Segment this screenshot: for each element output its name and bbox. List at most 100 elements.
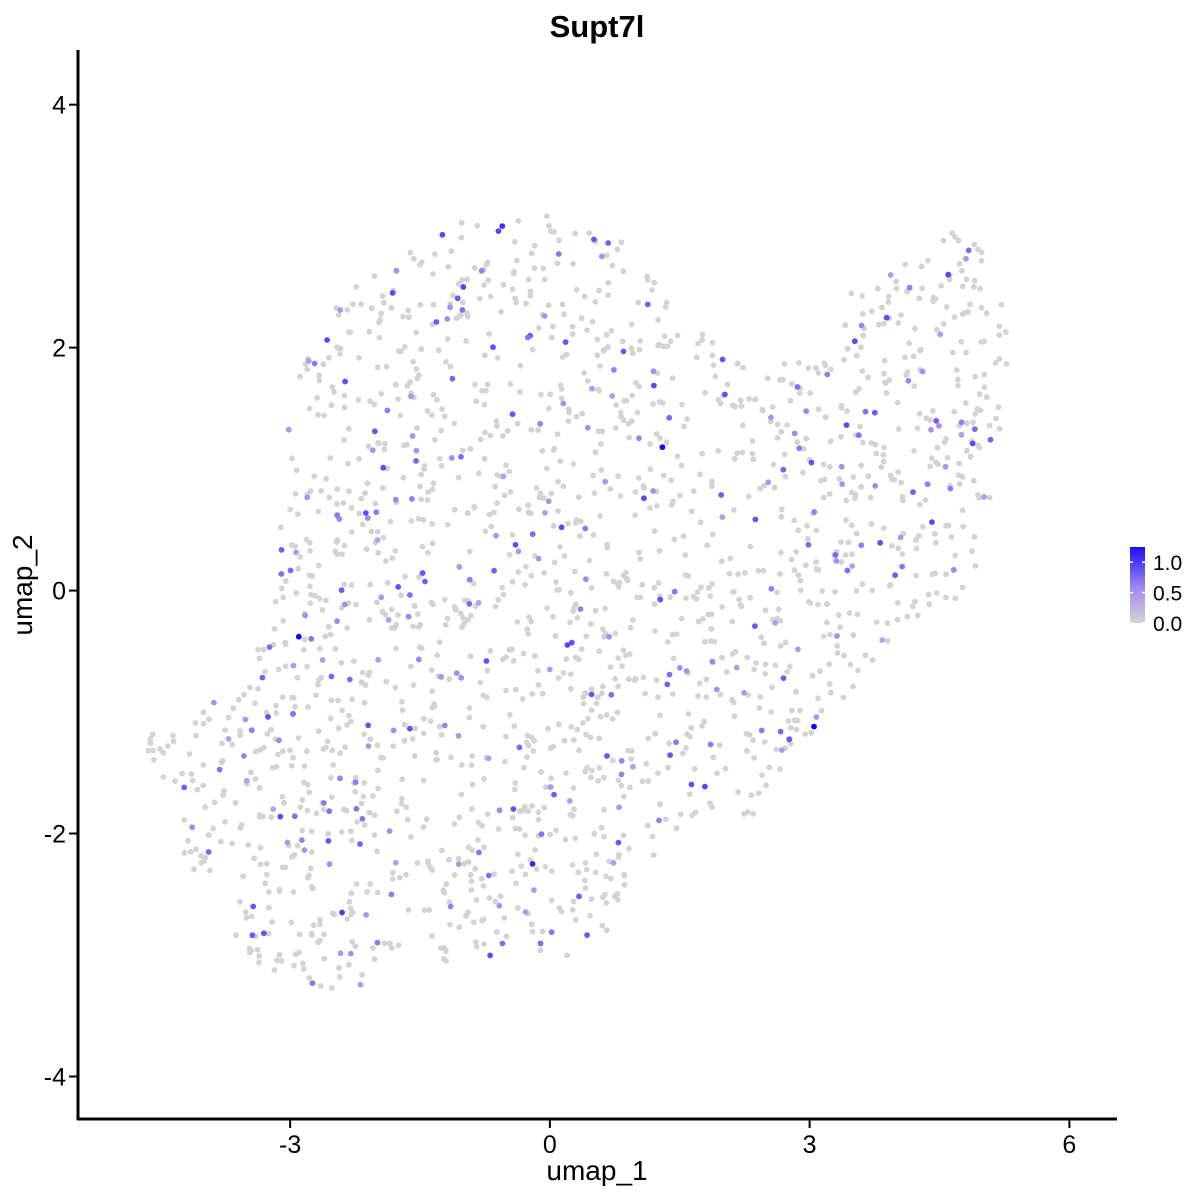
cell-point [468,612,474,619]
cell-point [395,584,402,590]
cell-point [410,623,416,630]
cell-point [294,674,301,681]
cell-point [451,420,458,427]
cell-point [484,694,490,701]
cell-point [506,468,513,475]
cell-point [514,905,521,911]
cell-point [668,477,674,484]
cell-point [358,301,365,308]
cell-point [320,746,327,752]
cell-point [688,781,695,788]
cell-point [407,249,414,256]
cell-point [364,480,371,487]
cell-point [299,837,305,844]
cell-point [555,478,561,485]
cell-point [289,455,295,462]
cell-point [398,592,404,599]
cell-point [628,756,634,762]
cell-point [419,543,426,550]
cell-point [464,313,471,320]
cell-point [554,431,561,438]
cell-point [906,284,913,291]
cell-point [469,781,476,788]
cell-point [269,919,275,925]
cell-point [459,277,465,283]
cell-point [372,500,379,507]
cell-point [596,287,602,294]
cell-point [715,447,722,454]
cell-point [145,747,152,754]
cell-point [981,384,988,390]
cell-point [295,735,302,741]
cell-point [653,431,660,437]
cell-point [509,531,516,538]
cell-point [415,656,422,663]
cell-point [843,497,850,504]
cell-point [256,784,263,791]
cell-point [217,838,224,845]
cell-point [998,301,1005,308]
cell-point [517,389,523,395]
cell-point [959,507,966,514]
cell-point [592,449,599,456]
cell-point [594,336,601,343]
cell-point [683,595,689,601]
cell-point [899,551,906,557]
cell-point [992,360,999,366]
cell-point [609,716,616,722]
cell-point [388,891,395,898]
cell-point [468,887,475,893]
cell-point [315,508,322,515]
cell-point [318,488,324,494]
cell-point [836,476,843,482]
cell-point [808,459,815,466]
cell-point [194,786,201,793]
cell-point [455,732,462,739]
cell-point [254,946,261,953]
cell-point [240,873,247,880]
cell-point [290,710,296,717]
cell-point [443,881,450,888]
cell-point [188,771,195,777]
cell-point [1002,329,1009,335]
cell-point [879,304,885,311]
cell-point [405,907,412,913]
cell-point [492,603,499,610]
cell-point [977,285,984,292]
cell-point [558,524,565,531]
cell-point [249,932,256,939]
cell-point [626,845,632,852]
cell-point [629,392,635,399]
cell-point [491,871,497,878]
cell-point [882,380,889,386]
cell-point [475,470,482,477]
cell-point [673,739,679,746]
cell-point [917,347,923,354]
cell-point [569,907,576,913]
cell-point [320,806,327,813]
cell-point [448,455,455,461]
cell-point [276,737,282,744]
cell-point [824,601,830,608]
cell-point [598,441,604,447]
cell-point [407,663,414,670]
cell-point [709,659,716,665]
cell-point [466,601,473,607]
cell-point [951,314,958,320]
cell-point [736,596,742,603]
cell-point [911,448,917,454]
cell-point [310,922,317,929]
cell-point [793,726,800,733]
cell-point [655,317,661,323]
cell-point [430,480,437,487]
cell-point [632,489,639,495]
cell-point [747,543,754,550]
cell-point [868,308,875,315]
cell-point [367,398,374,405]
cell-point [880,452,887,458]
cell-point [805,541,812,548]
cell-point [448,248,455,255]
cell-point [813,559,819,565]
cell-point [569,862,576,868]
